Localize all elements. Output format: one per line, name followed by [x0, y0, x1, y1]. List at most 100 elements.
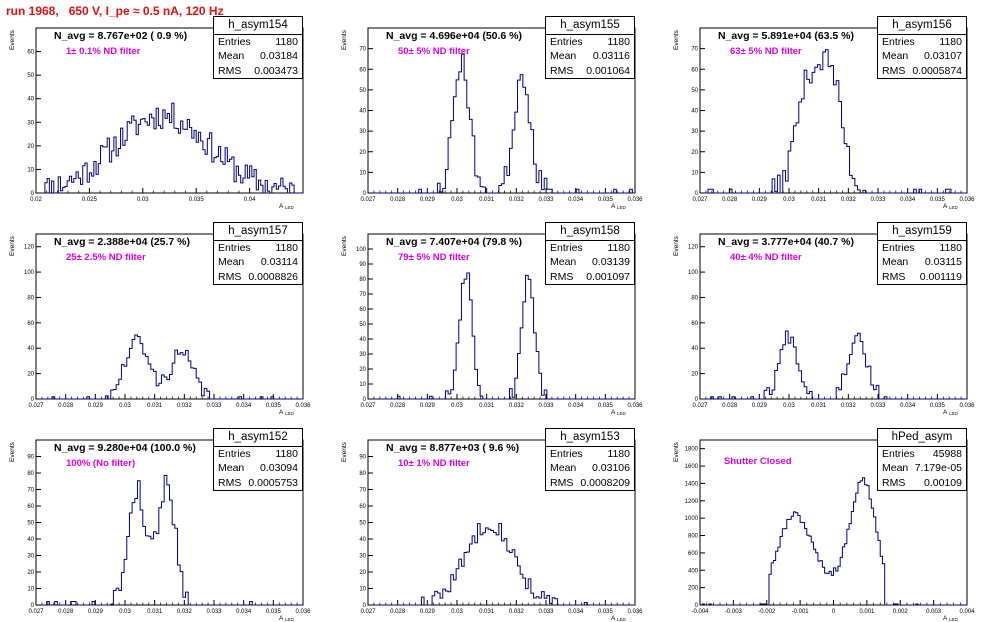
stats-title: h_asym155 — [546, 17, 634, 35]
stats-key: Entries — [550, 447, 583, 460]
y-tick-label: 20 — [27, 570, 34, 576]
y-tick-label: 80 — [27, 471, 34, 477]
x-tick-label: 0.028 — [390, 609, 406, 615]
y-tick-label: 40 — [27, 97, 34, 103]
x-tick-label: 0.033 — [870, 197, 886, 203]
y-axis-title: Events — [9, 29, 16, 50]
stats-value: 7.179e-05 — [914, 462, 962, 474]
stats-row-rms: RMS 0.001064 — [546, 64, 634, 79]
y-tick-label: 90 — [359, 262, 366, 268]
x-tick-label: 0.034 — [900, 403, 916, 409]
stats-value: 0.003473 — [254, 64, 298, 77]
y-tick-label: 0 — [363, 191, 367, 197]
y-tick-label: 10 — [691, 170, 698, 176]
x-tick-label: 0.031 — [479, 197, 495, 203]
stats-row-rms: RMS 0.00109 — [878, 476, 966, 491]
stats-box: h_asym153 Entries 1180 Mean 0.03106 RMS 0.0008… — [545, 428, 635, 491]
x-axis-title: A — [943, 203, 948, 210]
stats-row-mean: Mean 0.03107 — [878, 49, 966, 64]
x-tick-label: 0.03 — [451, 197, 463, 203]
y-tick-label: 100 — [24, 270, 35, 276]
histogram-svg: 0.027 0.028 0.029 0.03 0.031 0.032 0.033 0.034 0… — [341, 439, 643, 622]
x-tick-label: 0.027 — [360, 197, 376, 203]
navg-label: N_avg = 7.407e+04 (79.8 %) — [386, 236, 523, 248]
stats-value: 0.001119 — [919, 270, 962, 283]
x-tick-label: 0.031 — [811, 197, 827, 203]
stats-row-mean: Mean 0.03114 — [214, 255, 302, 270]
y-axis-title: Events — [341, 29, 348, 50]
x-tick-label: 0.035 — [930, 197, 946, 203]
x-axis-title-sub: LED — [617, 617, 627, 622]
stats-title: h_asym156 — [878, 17, 966, 35]
y-tick-label: 60 — [359, 307, 366, 313]
x-tick-label: 0.034 — [236, 403, 252, 409]
x-tick-label: 0.035 — [598, 609, 614, 615]
y-tick-label: 70 — [359, 47, 366, 53]
x-tick-label: 0.03 — [451, 403, 463, 409]
stats-row-entries: Entries 1180 — [546, 241, 634, 256]
x-tick-label: 0.028 — [390, 403, 406, 409]
histogram-panel-h_asym156: 0.027 0.028 0.029 0.03 0.031 0.032 0.033 0.034 0… — [664, 16, 975, 210]
y-tick-label: 1600 — [685, 464, 699, 470]
y-axis-title: Events — [341, 441, 348, 462]
x-tick-label: 0.032 — [509, 403, 525, 409]
stats-value: 45988 — [932, 447, 962, 460]
y-tick-label: 60 — [359, 504, 366, 510]
stats-row-rms: RMS 0.0008826 — [214, 270, 302, 285]
stats-row-entries: Entries 1180 — [546, 447, 634, 462]
stats-row-entries: Entries 1180 — [214, 447, 302, 462]
stats-key: Mean — [550, 462, 577, 474]
stats-value: 0.0008826 — [248, 270, 298, 283]
stats-value: 0.03116 — [592, 50, 630, 62]
stats-key: Mean — [882, 256, 909, 268]
x-tick-label: 0.031 — [147, 403, 163, 409]
y-tick-label: 10 — [359, 170, 366, 176]
x-tick-label: 0.034 — [568, 197, 584, 203]
y-tick-label: 400 — [688, 568, 699, 574]
x-tick-label: 0.034 — [568, 403, 584, 409]
y-tick-label: 60 — [27, 50, 34, 56]
stats-row-rms: RMS 0.0005874 — [878, 64, 966, 79]
stats-row-entries: Entries 45988 — [878, 447, 966, 462]
y-tick-label: 70 — [691, 47, 698, 53]
stats-key: Mean — [218, 50, 245, 62]
x-tick-label: 0.001 — [859, 609, 875, 615]
filter-label: 25± 2.5% ND filter — [66, 252, 146, 263]
stats-row-mean: Mean 0.03116 — [546, 49, 634, 64]
x-tick-label: 0.033 — [870, 403, 886, 409]
stats-title: h_asym157 — [214, 223, 302, 241]
x-tick-label: 0.034 — [900, 197, 916, 203]
x-tick-label: 0.036 — [295, 609, 311, 615]
y-tick-label: 30 — [27, 120, 34, 126]
stats-row-mean: Mean 0.03094 — [214, 461, 302, 476]
x-tick-label: 0.027 — [360, 403, 376, 409]
x-tick-label: -0.001 — [792, 609, 810, 615]
histogram-line — [368, 523, 635, 606]
x-tick-label: 0.004 — [959, 609, 975, 615]
y-tick-label: 20 — [27, 144, 34, 150]
y-tick-label: 0 — [31, 397, 35, 403]
stats-row-mean: Mean 7.179e-05 — [878, 461, 966, 476]
navg-label: N_avg = 3.777e+04 (40.7 %) — [718, 236, 855, 248]
y-tick-label: 60 — [691, 321, 698, 327]
stats-title: hPed_asym — [878, 429, 966, 447]
stats-key: RMS — [218, 64, 242, 77]
x-tick-label: 0.033 — [206, 609, 222, 615]
navg-label: N_avg = 5.891e+04 (63.5 %) — [718, 30, 855, 42]
stats-value: 0.03139 — [592, 256, 630, 268]
stats-row-rms: RMS 0.0005753 — [214, 476, 302, 491]
x-axis-title-sub: LED — [949, 617, 959, 622]
stats-title: h_asym153 — [546, 429, 634, 447]
x-axis-title-sub: LED — [617, 205, 627, 210]
y-tick-label: 200 — [688, 586, 699, 592]
stats-key: Mean — [218, 462, 245, 474]
histogram-line — [700, 477, 967, 606]
stats-row-mean: Mean 0.03115 — [878, 255, 966, 270]
stats-value: 0.03115 — [924, 256, 962, 268]
histogram-svg: 0.027 0.028 0.029 0.03 0.031 0.032 0.033 0.034 0… — [9, 233, 311, 416]
filter-label: 63± 5% ND filter — [730, 46, 802, 57]
histogram-svg: 0.02 0.025 0.03 0.035 0.04 0 10 20 30 40 50 60 Event… — [9, 27, 304, 210]
x-tick-label: 0.02 — [30, 197, 42, 203]
histogram-svg: 0.027 0.028 0.029 0.03 0.031 0.032 0.033 0.034 0… — [673, 233, 975, 416]
histogram-line — [36, 334, 303, 400]
